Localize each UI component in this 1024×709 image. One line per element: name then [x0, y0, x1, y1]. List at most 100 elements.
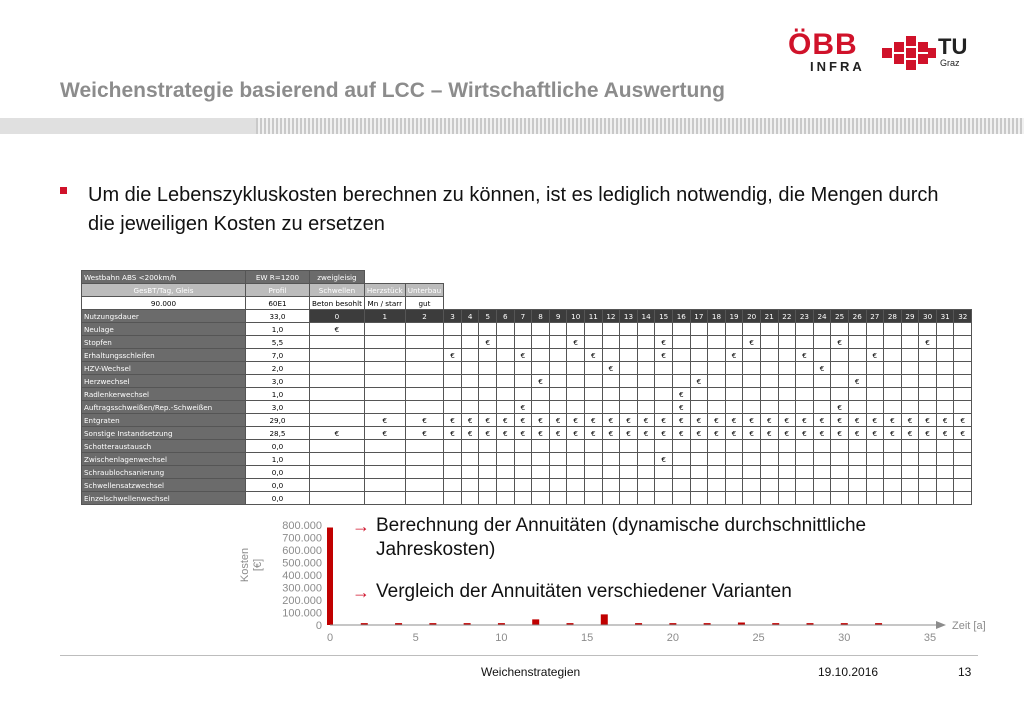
- empty-cell: [548, 361, 568, 375]
- row-value-nutzungsdauer: 33,0: [245, 309, 310, 323]
- row-label: Radlenkerwechsel: [81, 387, 246, 401]
- empty-cell: [883, 452, 902, 466]
- cost-bar-chart: 800.000700.000600.000500.000400.000300.0…: [282, 520, 985, 644]
- empty-cell: [707, 491, 726, 505]
- euro-cell: €: [883, 413, 902, 427]
- empty-cell: [689, 452, 709, 466]
- year-header-12: 12: [601, 309, 621, 323]
- empty-cell: [777, 465, 797, 479]
- empty-cell: [918, 348, 937, 362]
- empty-cell: [935, 400, 955, 414]
- empty-cell: [707, 478, 726, 492]
- empty-cell: [619, 361, 638, 375]
- euro-cell: €: [795, 426, 814, 440]
- row-label: Erhaltungsschleifen: [81, 348, 246, 362]
- row-value: 5,5: [245, 335, 310, 349]
- empty-cell: [496, 400, 515, 414]
- empty-cell: [918, 387, 937, 401]
- empty-cell: [309, 452, 365, 466]
- year-header-13: 13: [619, 309, 638, 323]
- empty-cell: [759, 335, 779, 349]
- empty-cell: [363, 439, 406, 453]
- empty-cell: [531, 348, 550, 362]
- empty-cell: [404, 465, 445, 479]
- value-profile: 60E1: [245, 296, 310, 310]
- empty-cell: [847, 361, 867, 375]
- euro-cell: €: [513, 400, 533, 414]
- empty-cell: [513, 478, 533, 492]
- empty-cell: [742, 387, 761, 401]
- empty-cell: [953, 348, 973, 362]
- empty-cell: [830, 322, 849, 336]
- year-header-15: 15: [654, 309, 673, 323]
- empty-cell: [935, 374, 955, 388]
- empty-cell: [601, 387, 621, 401]
- empty-cell: [865, 322, 885, 336]
- row-label: Neulage: [81, 322, 246, 336]
- chart-bar: [532, 619, 540, 625]
- euro-cell: €: [513, 426, 533, 440]
- table-row: Schraublochsanierung 0,0: [81, 465, 973, 479]
- empty-cell: [404, 478, 445, 492]
- empty-cell: [601, 439, 621, 453]
- empty-cell: [531, 452, 550, 466]
- empty-cell: [496, 335, 515, 349]
- euro-cell: €: [363, 413, 406, 427]
- row-value: 3,0: [245, 374, 310, 388]
- euro-cell: €: [795, 348, 814, 362]
- row-value: 2,0: [245, 361, 310, 375]
- empty-cell: [478, 387, 498, 401]
- empty-cell: [883, 387, 902, 401]
- empty-cell: [918, 361, 937, 375]
- euro-cell: €: [953, 413, 973, 427]
- year-header-1: 1: [363, 309, 406, 323]
- empty-cell: [636, 322, 656, 336]
- empty-cell: [935, 322, 955, 336]
- x-tick-label: 30: [838, 632, 850, 644]
- empty-cell: [865, 374, 885, 388]
- empty-cell: [724, 491, 744, 505]
- empty-cell: [619, 491, 638, 505]
- empty-cell: [601, 348, 621, 362]
- tu-logo-text: TU: [938, 34, 968, 59]
- empty-cell: [531, 322, 550, 336]
- empty-cell: [883, 491, 902, 505]
- euro-cell: €: [443, 413, 462, 427]
- empty-cell: [812, 348, 832, 362]
- empty-cell: [689, 322, 709, 336]
- euro-cell: €: [689, 374, 709, 388]
- empty-cell: [724, 452, 744, 466]
- graz-logo-text: Graz: [940, 58, 960, 68]
- y-axis-label: Kosten [€]: [236, 540, 266, 590]
- euro-cell: €: [654, 413, 673, 427]
- empty-cell: [707, 322, 726, 336]
- empty-cell: [531, 491, 550, 505]
- empty-cell: [460, 491, 480, 505]
- year-header-2: 2: [404, 309, 445, 323]
- empty-cell: [795, 335, 814, 349]
- euro-cell: €: [601, 413, 621, 427]
- year-header-27: 27: [865, 309, 885, 323]
- empty-cell: [478, 478, 498, 492]
- empty-cell: [812, 322, 832, 336]
- empty-cell: [636, 361, 656, 375]
- empty-cell: [865, 452, 885, 466]
- empty-cell: [707, 400, 726, 414]
- euro-cell: €: [478, 335, 498, 349]
- footer-page-number: 13: [958, 665, 972, 679]
- empty-cell: [812, 374, 832, 388]
- empty-cell: [548, 452, 568, 466]
- empty-cell: [918, 478, 937, 492]
- empty-cell: [953, 465, 973, 479]
- euro-cell: €: [584, 348, 603, 362]
- empty-cell: [865, 465, 885, 479]
- empty-cell: [496, 439, 515, 453]
- empty-cell: [724, 439, 744, 453]
- empty-cell: [777, 452, 797, 466]
- empty-cell: [918, 491, 937, 505]
- header-switch-type: EW R=1200: [245, 270, 310, 284]
- chart-bar: [772, 623, 780, 625]
- empty-cell: [935, 387, 955, 401]
- empty-cell: [689, 491, 709, 505]
- empty-cell: [847, 400, 867, 414]
